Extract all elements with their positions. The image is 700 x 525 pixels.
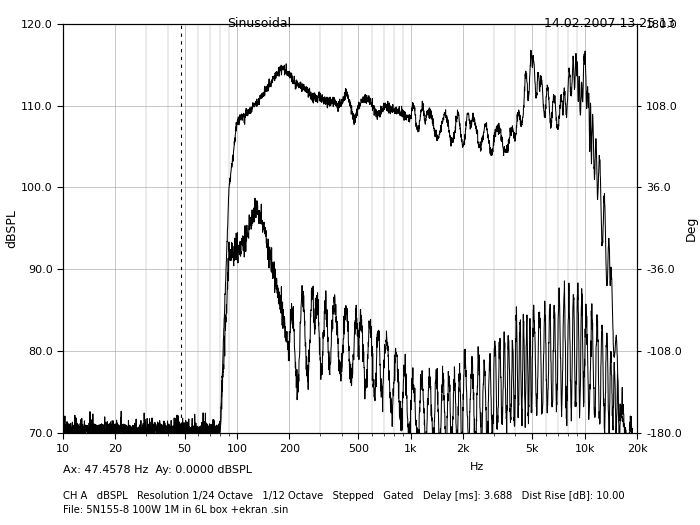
Text: Ax: 47.4578 Hz  Ay: 0.0000 dBSPL: Ax: 47.4578 Hz Ay: 0.0000 dBSPL [63, 465, 252, 475]
Y-axis label: dBSPL: dBSPL [5, 209, 18, 248]
Text: CH A   dBSPL   Resolution 1/24 Octave   1/12 Octave   Stepped   Gated   Delay [m: CH A dBSPL Resolution 1/24 Octave 1/12 O… [63, 491, 624, 501]
Text: File: 5N155-8 100W 1M in 6L box +ekran .sin: File: 5N155-8 100W 1M in 6L box +ekran .… [63, 505, 288, 515]
Text: Hz: Hz [470, 462, 484, 472]
Y-axis label: Deg: Deg [685, 216, 698, 241]
Text: Sinusoidal: Sinusoidal [227, 17, 291, 30]
Text: 14.02.2007 13.25.13: 14.02.2007 13.25.13 [544, 17, 674, 30]
